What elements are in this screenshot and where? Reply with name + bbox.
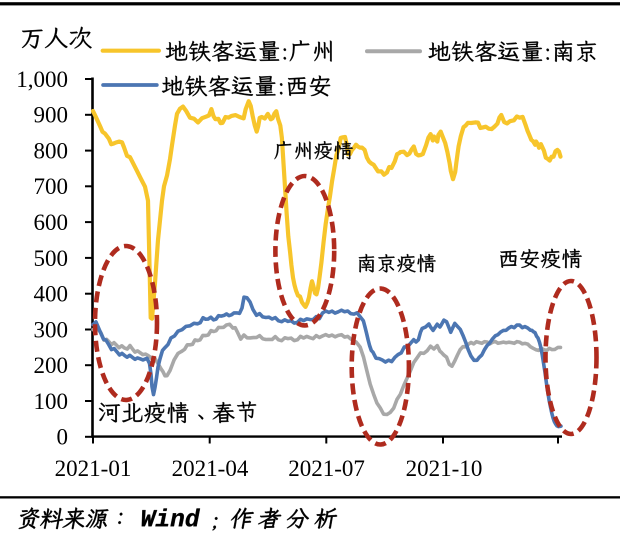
svg-text:200: 200 (34, 353, 69, 378)
svg-text:0: 0 (57, 425, 69, 450)
svg-text:900: 900 (34, 103, 69, 128)
svg-text:300: 300 (34, 317, 69, 342)
svg-text:400: 400 (34, 282, 69, 307)
svg-text:100: 100 (34, 389, 69, 414)
svg-text:500: 500 (34, 246, 69, 271)
svg-text:2021-07: 2021-07 (288, 456, 365, 481)
svg-text:800: 800 (34, 139, 69, 164)
svg-text:2021-10: 2021-10 (406, 456, 483, 481)
svg-text:2021-01: 2021-01 (55, 456, 132, 481)
svg-text:2021-04: 2021-04 (172, 456, 249, 481)
svg-text:700: 700 (34, 174, 69, 199)
svg-text:600: 600 (34, 210, 69, 235)
svg-text:1,000: 1,000 (16, 67, 68, 92)
